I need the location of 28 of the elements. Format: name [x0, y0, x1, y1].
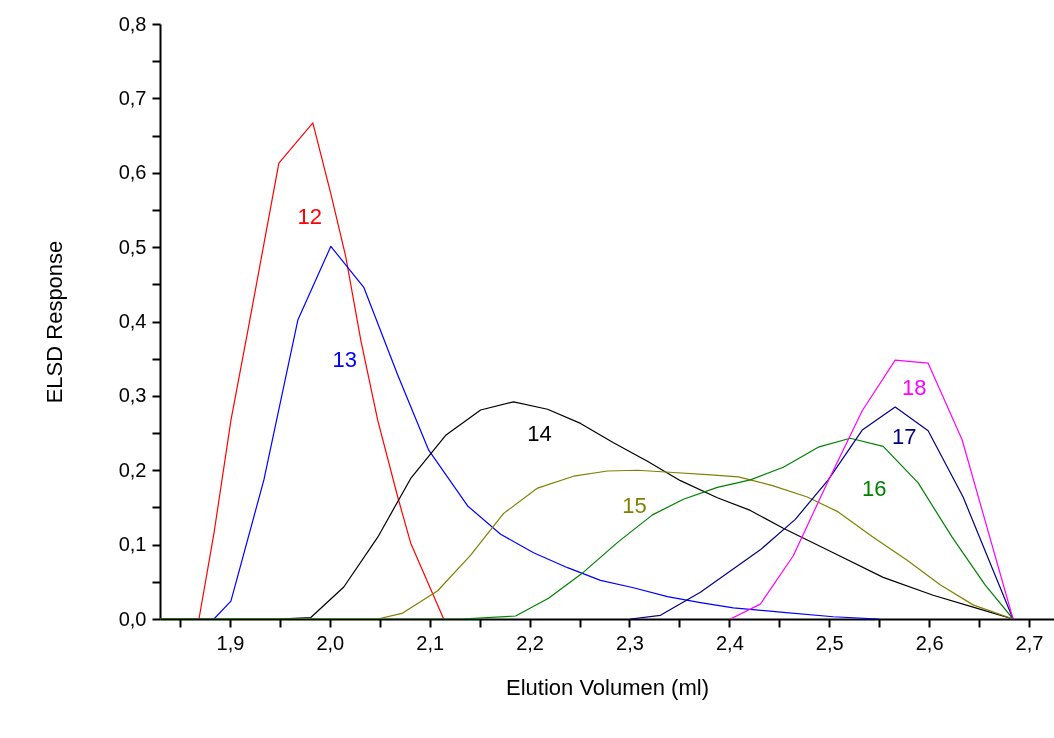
annotation: 15 — [622, 493, 647, 519]
x-tick-label: 2,3 — [616, 631, 644, 654]
line-series — [729, 359, 1014, 619]
y-tick-label: 0,8 — [118, 12, 147, 35]
x-tick-label: 2,2 — [516, 631, 544, 654]
x-axis-title: Elution Volumen (ml) — [506, 674, 709, 700]
y-tick-label: 0,4 — [118, 310, 147, 332]
y-tick-label: 0,1 — [118, 533, 147, 556]
y-tick-label: 0,3 — [118, 384, 147, 407]
annotation: 16 — [861, 476, 887, 502]
annotation: 14 — [527, 420, 552, 446]
x-tick-label: 2,5 — [815, 631, 844, 654]
annotation: 13 — [332, 347, 358, 373]
y-tick-label: 0,7 — [118, 86, 147, 109]
x-tick-label: 2,6 — [915, 631, 944, 654]
y-tick-label: 0,6 — [118, 161, 147, 184]
y-tick-label: 0,2 — [118, 458, 147, 481]
x-tick-label: 2,4 — [715, 631, 744, 654]
x-tick-label: 2,1 — [416, 631, 445, 654]
y-tick-label: 0,5 — [118, 235, 147, 258]
y-tick-label: 0,0 — [118, 607, 147, 630]
annotation: 17 — [891, 424, 917, 450]
x-tick-label: 2,0 — [316, 631, 345, 654]
x-tick-label: 2,7 — [1015, 631, 1044, 654]
annotation: 12 — [297, 203, 323, 229]
annotation: 18 — [901, 375, 927, 401]
x-tick-label: 1,9 — [216, 631, 245, 654]
y-axis-title: ELSD Response — [41, 240, 67, 404]
